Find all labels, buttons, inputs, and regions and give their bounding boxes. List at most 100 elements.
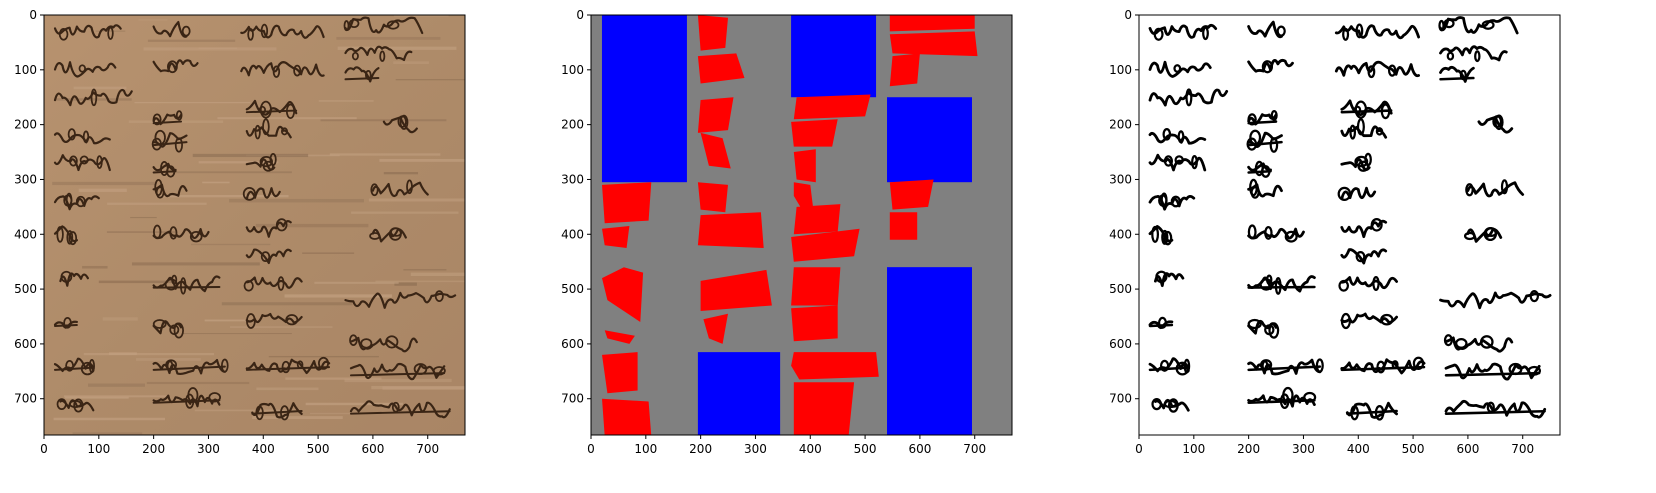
paper-streak [255,223,369,228]
ink-loop [1269,137,1279,153]
ink-stroke [1444,371,1541,377]
ink-loop [1387,64,1397,77]
paper-streak [52,181,156,186]
paper-streak [181,333,292,335]
ink-loop [1338,279,1350,292]
paper-streak [229,326,333,328]
segmentation-mask-image [591,15,1012,435]
paper-streak [106,231,176,233]
text-region [602,226,630,248]
y-tick-label: 500 [561,282,584,296]
text-region [889,179,934,210]
y-tick-label: 400 [561,227,584,241]
paper-streak [55,98,132,101]
ink-loop [379,50,386,62]
ink-loop [1455,337,1468,349]
ink-loop [1163,155,1174,167]
ink-stroke [1247,227,1305,240]
paper-streak [130,216,157,219]
ink-loop [1374,404,1385,421]
y-tick-label: 0 [29,8,37,22]
x-tick-label: 300 [744,442,767,456]
y-tick-label: 300 [14,172,37,186]
ink-loop [153,224,162,240]
paper-streak [73,86,127,90]
paper-streak [78,188,127,192]
text-region [602,352,638,394]
ink-loop [1380,103,1391,120]
ink-loop [1159,359,1170,372]
ink-loop [1177,130,1185,144]
paper-streak [198,161,279,164]
ink-loop [1264,225,1273,240]
y-tick-label: 0 [1124,8,1132,22]
ink-loop [1367,65,1376,79]
text-region [697,212,764,248]
ink-loop [243,280,254,292]
ink-loop [63,317,72,329]
x-tick-label: 0 [587,442,595,456]
ink-loop [167,60,178,74]
ink-stroke [53,366,95,371]
ink-stroke [1148,366,1190,372]
ink-loop [1284,230,1298,243]
ink-loop [1268,322,1280,339]
x-tick-label: 500 [307,442,330,456]
paper-streak [146,381,250,385]
ink-loop [1376,360,1386,374]
ink-loop [275,218,288,232]
y-axis-ticks: 0 100 200 300 400 500 600 700 [14,8,44,406]
text-region [791,352,879,380]
ink-loop [107,26,114,40]
x-tick-label: 300 [197,442,220,456]
ink-loop [174,137,183,153]
ink-stroke [349,410,451,415]
ink-loop [1353,105,1362,115]
ink-loop [169,226,178,240]
ink-stroke [245,187,281,200]
text-region [697,182,728,213]
ink-loop [1465,183,1474,197]
paper-streak [309,412,351,415]
binarized-text-panel: 0 100 200 300 400 500 600 700 0 100 200 300 400 500 6… [1109,8,1561,456]
paper-streak [134,101,251,104]
ink-loop [1185,88,1193,107]
paper-streak [171,171,292,174]
binary-background [1139,15,1560,435]
ink-stroke [251,402,303,419]
axes-frame [590,14,1013,436]
ink-stroke [344,291,457,309]
ink-stroke [152,162,177,172]
ink-loop [1375,127,1384,136]
paper-streak [64,396,129,399]
paper-streaks [52,15,465,435]
paper-streak [375,280,465,283]
paper-streak [336,36,441,40]
ink-loop [255,405,264,421]
ink-loop [65,192,73,208]
ink-loop [1247,318,1262,330]
y-tick-label: 400 [1109,227,1132,241]
ink-loop [365,70,372,80]
ink-loop [152,113,162,126]
paper-streak [217,117,357,120]
x-axis-ticks: 0 100 200 300 400 500 600 700 [40,435,439,456]
manuscript-photo-panel: 0 100 200 300 400 500 600 700 0 100 200 300 400 500 6… [14,8,466,456]
y-tick-label: 100 [561,63,584,77]
y-tick-label: 600 [14,337,37,351]
text-region [791,228,860,262]
ink-loop [349,334,358,346]
ink-loop [272,65,281,78]
text-region [700,132,731,169]
paper-streak [135,358,201,361]
paper-streak [329,153,441,156]
ink-loop [260,23,269,39]
paper-streak [302,252,355,254]
paper-streak [72,432,143,435]
ink-loop [1155,270,1168,284]
text-region [602,398,652,435]
ink-loop [152,319,167,329]
ink-loop [296,360,304,369]
paper-streak [284,294,392,298]
